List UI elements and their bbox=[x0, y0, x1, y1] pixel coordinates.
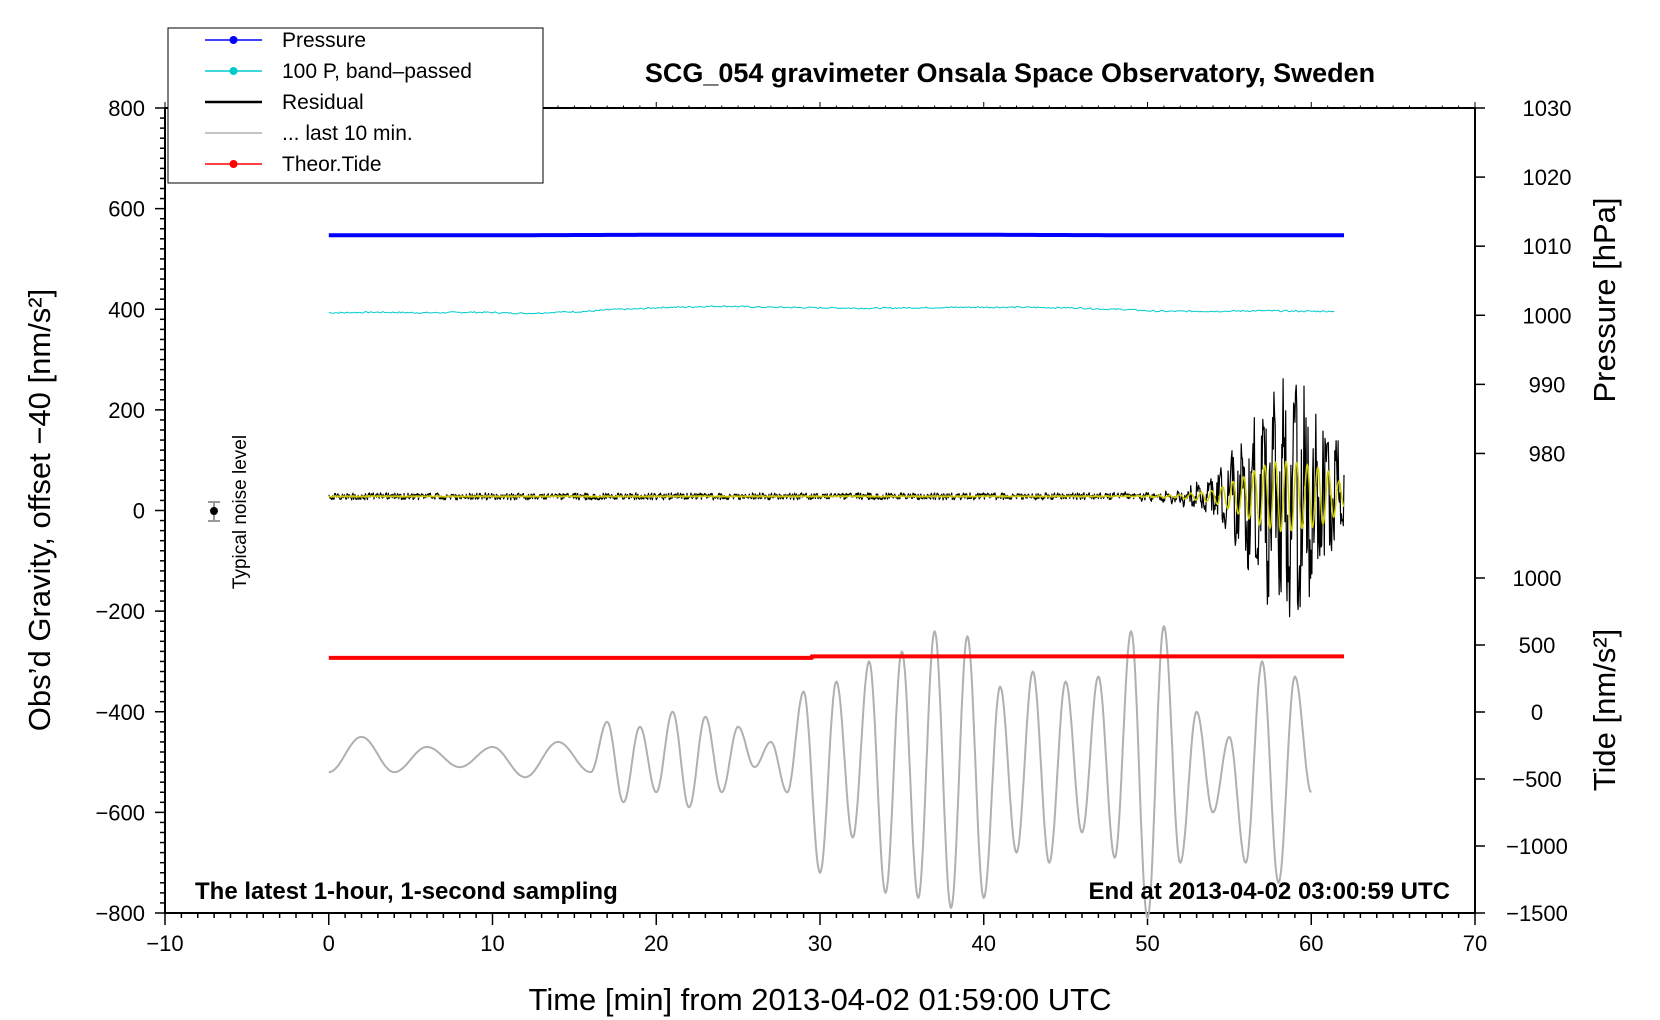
y-tick-label: −600 bbox=[95, 800, 145, 825]
y-tick-label: 600 bbox=[108, 197, 145, 222]
tide-tick-label: 500 bbox=[1519, 633, 1556, 658]
chart-title: SCG_054 gravimeter Onsala Space Observat… bbox=[645, 58, 1375, 88]
x-tick-label: 0 bbox=[323, 931, 335, 956]
series-residual-filtered bbox=[328, 460, 1345, 533]
y-tick-label: 200 bbox=[108, 398, 145, 423]
x-tick-label: 60 bbox=[1299, 931, 1323, 956]
tide-tick-label: −1000 bbox=[1506, 834, 1568, 859]
series-last-10-min bbox=[328, 625, 1312, 919]
data-series bbox=[328, 232, 1345, 919]
series-band-passed bbox=[328, 305, 1335, 315]
legend-marker bbox=[229, 67, 238, 75]
tide-tick-label: −1500 bbox=[1506, 901, 1568, 926]
pressure-tick-label: 1030 bbox=[1523, 96, 1572, 121]
pressure-tick-label: 990 bbox=[1529, 372, 1566, 397]
y-axis-label-left: Obs’d Gravity, offset −40 [nm/s²] bbox=[22, 289, 57, 732]
series-residual bbox=[328, 378, 1345, 618]
series-pressure bbox=[328, 232, 1344, 238]
tide-tick-label: 0 bbox=[1531, 700, 1543, 725]
legend: Pressure 100 P, band–passed Residual ... la… bbox=[167, 27, 544, 184]
legend-label: Pressure bbox=[282, 29, 366, 52]
legend-box bbox=[167, 27, 544, 184]
legend-label: Residual bbox=[282, 91, 364, 114]
legend-label: 100 P, band–passed bbox=[282, 60, 472, 83]
noise-label: Typical noise level bbox=[230, 435, 251, 589]
y-tick-label: −800 bbox=[95, 901, 145, 926]
x-tick-label: 30 bbox=[808, 931, 832, 956]
x-tick-label: 10 bbox=[480, 931, 504, 956]
y-axis-label-tide: Tide [nm/s²] bbox=[1587, 629, 1622, 792]
x-tick-label: 70 bbox=[1463, 931, 1487, 956]
bottom-right-note: End at 2013-04-02 03:00:59 UTC bbox=[1089, 878, 1451, 905]
bottom-left-note: The latest 1-hour, 1-second sampling bbox=[195, 878, 618, 905]
x-tick-label: 20 bbox=[644, 931, 668, 956]
noise-dot bbox=[210, 507, 218, 515]
legend-marker bbox=[229, 160, 238, 168]
pressure-tick-label: 1020 bbox=[1523, 165, 1572, 190]
legend-label: ... last 10 min. bbox=[282, 122, 413, 145]
x-tick-label: 50 bbox=[1135, 931, 1159, 956]
x-tick-label: −10 bbox=[146, 931, 183, 956]
pressure-tick-label: 980 bbox=[1529, 441, 1566, 466]
tide-tick-label: −500 bbox=[1512, 767, 1562, 792]
y-axis-label-pressure: Pressure [hPa] bbox=[1587, 197, 1622, 402]
legend-label: Theor.Tide bbox=[282, 153, 382, 176]
x-axis-label: Time [min] from 2013-04-02 01:59:00 UTC bbox=[529, 982, 1112, 1017]
series-theor-tide bbox=[328, 654, 1344, 660]
y-tick-label: −200 bbox=[95, 599, 145, 624]
legend-marker bbox=[229, 36, 238, 44]
tide-tick-label: 1000 bbox=[1513, 566, 1562, 591]
y-tick-label: 0 bbox=[133, 499, 145, 524]
pressure-tick-label: 1010 bbox=[1523, 234, 1572, 259]
y-tick-label: 800 bbox=[108, 96, 145, 121]
noise-level-marker: Typical noise level bbox=[208, 435, 251, 589]
y-tick-label: −400 bbox=[95, 700, 145, 725]
x-tick-label: 40 bbox=[972, 931, 996, 956]
pressure-tick-label: 1000 bbox=[1523, 303, 1572, 328]
axis-ticks: −10 0 10 20 30 40 50 60 70−800−600−400−200020040… bbox=[95, 96, 1571, 956]
y-tick-label: 400 bbox=[108, 297, 145, 322]
